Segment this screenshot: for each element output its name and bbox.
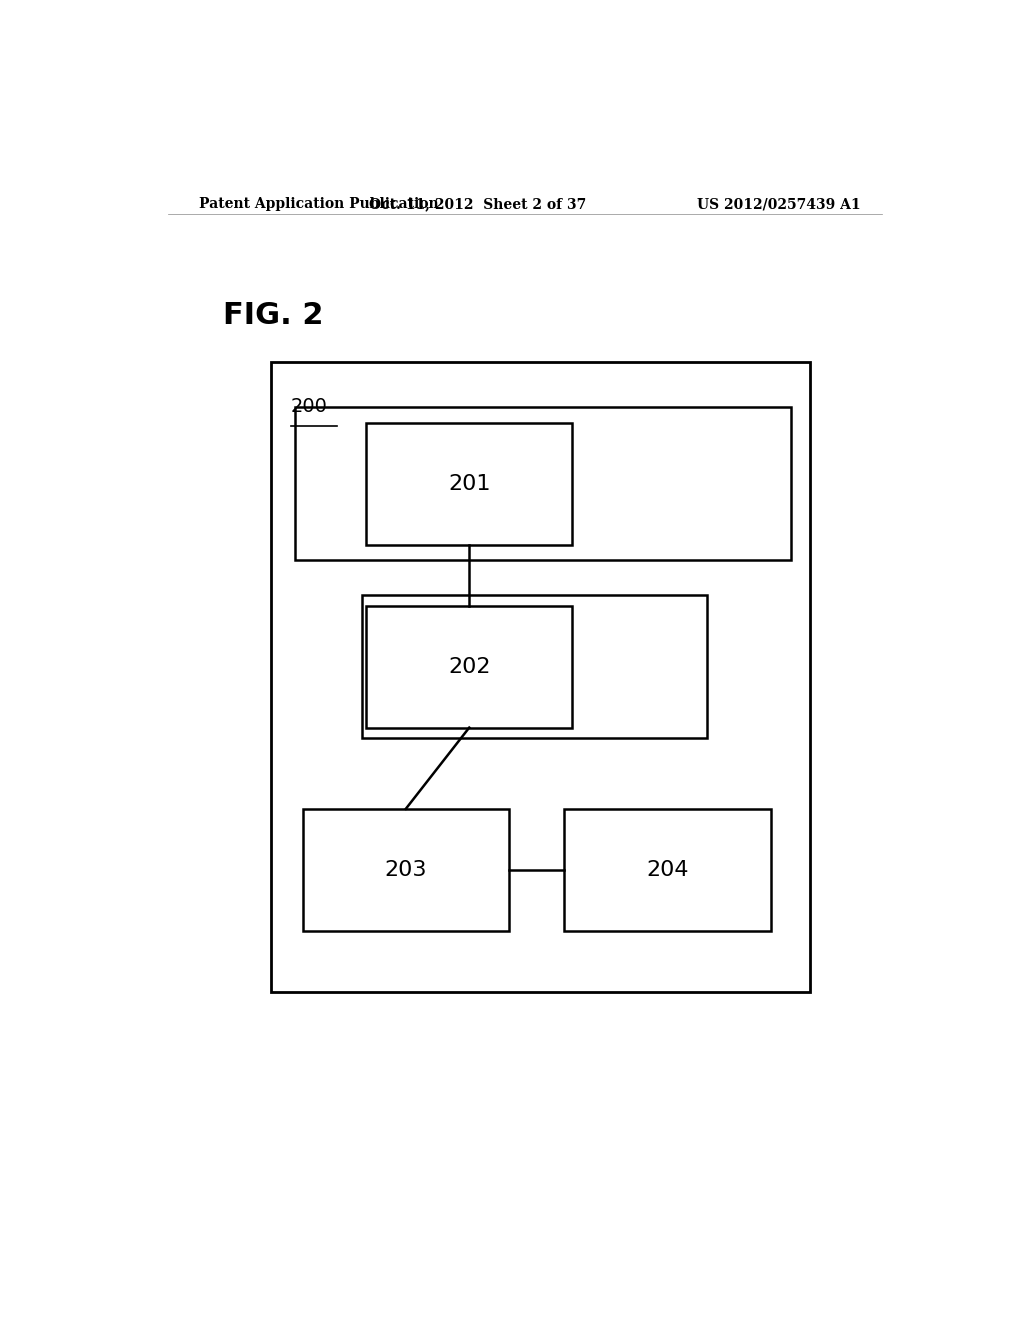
Text: 202: 202 <box>447 656 490 677</box>
Bar <box>303 809 509 931</box>
Bar <box>362 595 708 738</box>
Bar <box>295 408 791 560</box>
Bar <box>270 362 811 991</box>
Bar <box>564 809 771 931</box>
Text: 203: 203 <box>384 859 427 880</box>
Bar <box>367 422 572 545</box>
Bar <box>367 606 572 727</box>
Text: US 2012/0257439 A1: US 2012/0257439 A1 <box>697 197 860 211</box>
Text: 204: 204 <box>646 859 689 880</box>
Text: FIG. 2: FIG. 2 <box>223 301 324 330</box>
Text: 200: 200 <box>291 397 328 416</box>
Text: 201: 201 <box>447 474 490 494</box>
Text: Oct. 11, 2012  Sheet 2 of 37: Oct. 11, 2012 Sheet 2 of 37 <box>369 197 586 211</box>
Text: Patent Application Publication: Patent Application Publication <box>200 197 439 211</box>
